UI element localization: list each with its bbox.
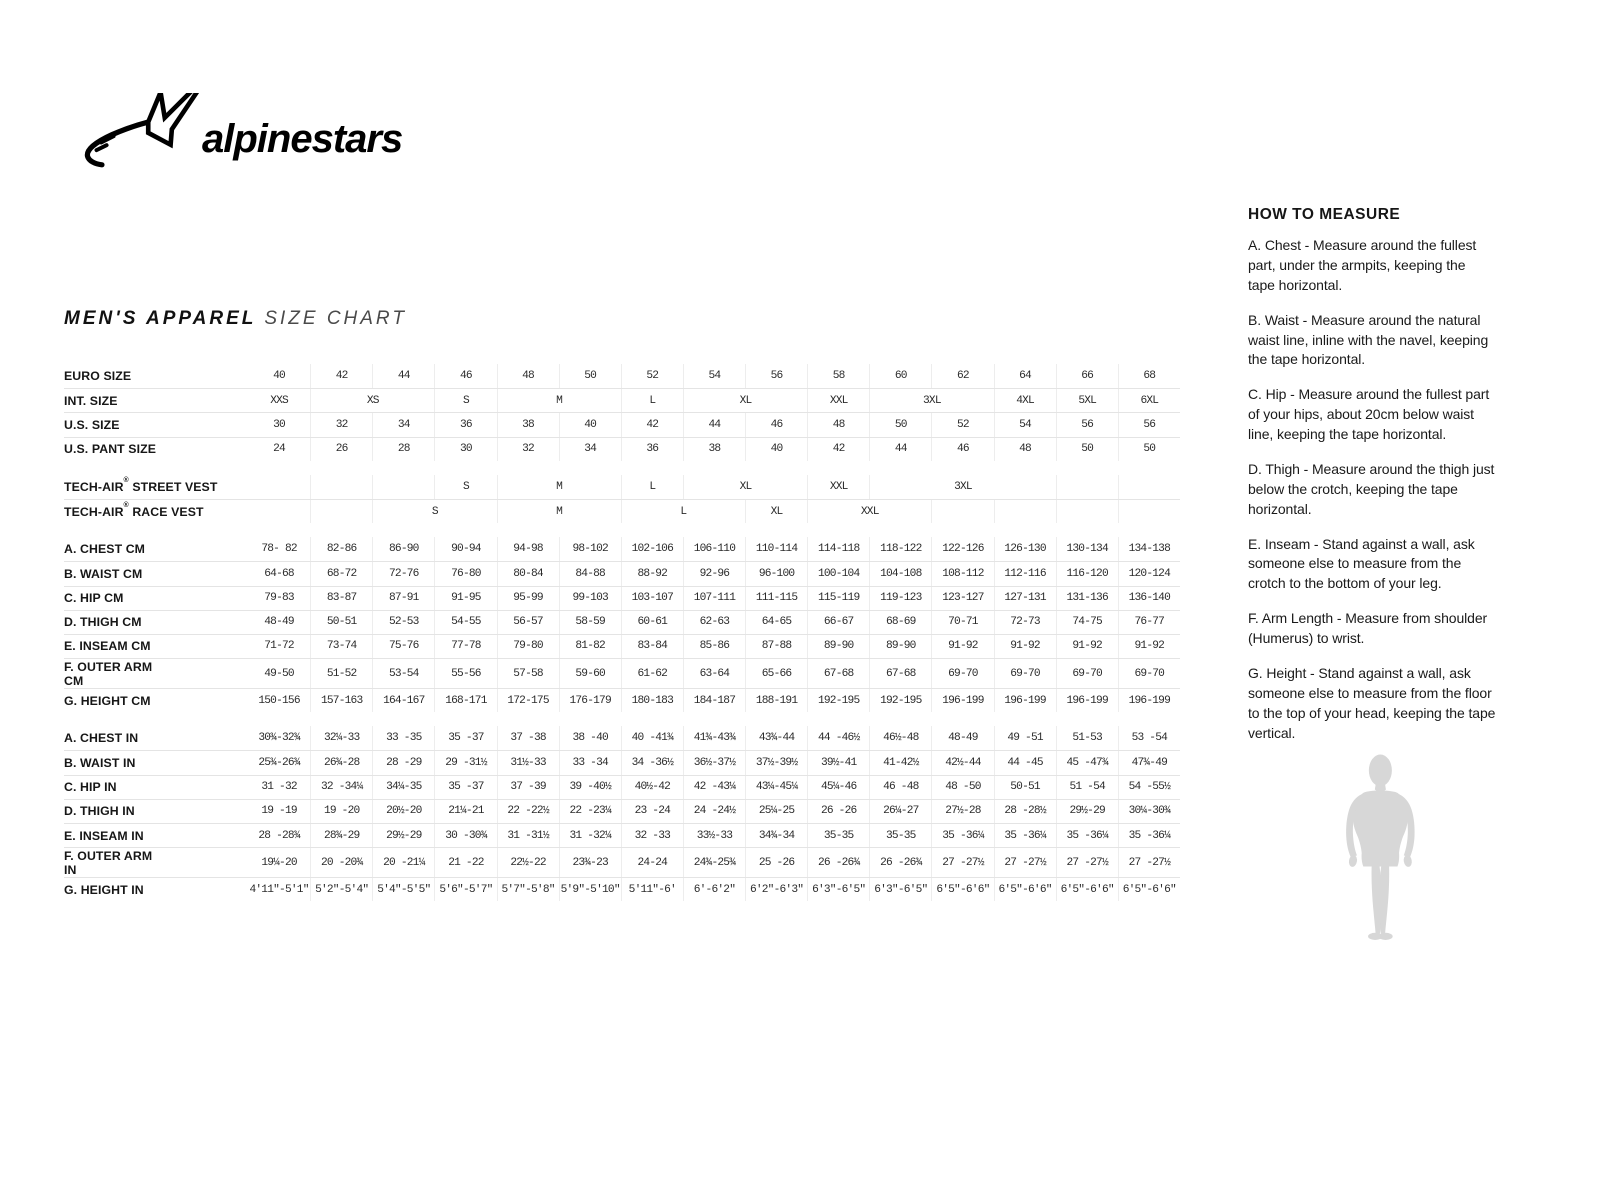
svg-text:alpinestars: alpinestars (202, 117, 402, 161)
